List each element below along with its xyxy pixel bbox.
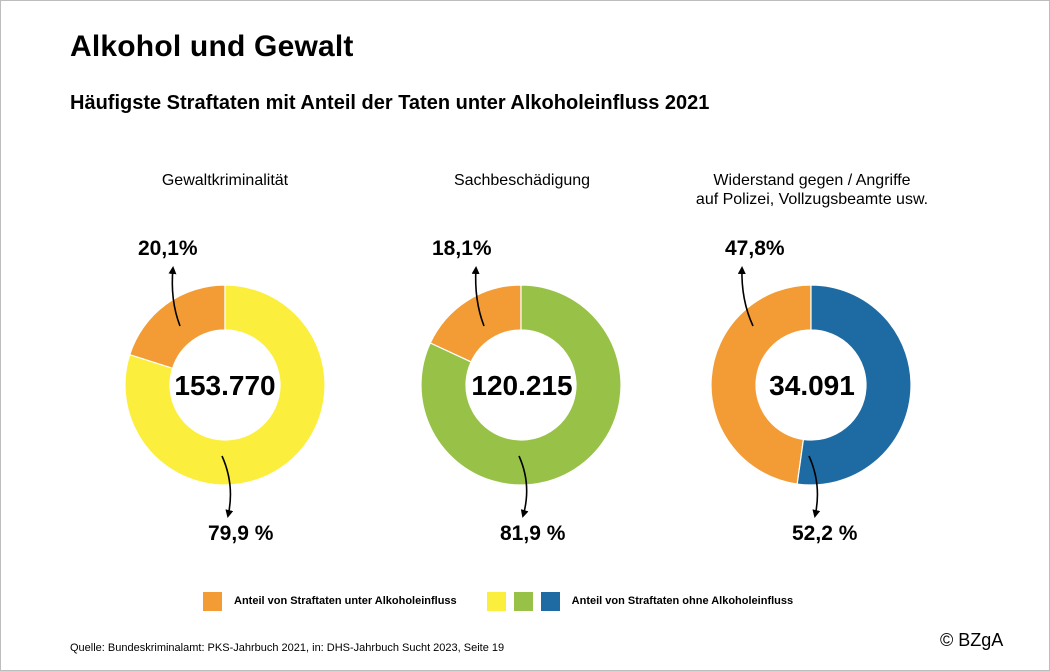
legend-swatch-blue (540, 591, 560, 611)
copyright: © BZgA (940, 630, 1004, 650)
chart-title-sachbeschaedigung: Sachbeschädigung (453, 172, 591, 189)
source-note: Quelle: Bundeskriminalamt: PKS-Jahrbuch … (70, 642, 505, 654)
arrow-no-alcohol-widerstand (808, 455, 821, 518)
legend: Anteil von Straftaten unter Alkoholeinfl… (203, 590, 823, 612)
page-title: Alkohol und Gewalt (70, 30, 354, 63)
legend-swatch-alcohol (203, 591, 222, 611)
chart-title-widerstand-line1: Widerstand gegen / Angriffe (713, 172, 911, 189)
chart-title-widerstand-line2: auf Polizei, Vollzugsbeamte usw. (695, 191, 929, 208)
label-alcohol-widerstand: 47,8% (725, 237, 785, 260)
legend-swatch-green (513, 591, 533, 611)
donut-widerstand (710, 266, 912, 518)
legend-label-no-alcohol: Anteil von Straftaten ohne Alkoholeinflu… (571, 595, 794, 607)
slice-no-alcohol-widerstand (796, 284, 912, 486)
arrow-alcohol-gewaltkriminalitaet (168, 266, 181, 327)
arrow-alcohol-widerstand (737, 266, 754, 327)
chart-title-widerstand: Widerstand gegen / Angriffe auf Polizei,… (662, 171, 962, 209)
label-alcohol-sachbeschaedigung: 18,1% (432, 237, 492, 260)
donut-sachbeschaedigung (420, 266, 622, 518)
donut-gewaltkriminalitaet (124, 266, 326, 518)
label-no-alcohol-gewaltkriminalitaet: 79,9 % (208, 522, 274, 545)
legend-label-alcohol: Anteil von Straftaten unter Alkoholeinfl… (234, 595, 457, 607)
slice-no-alcohol-gewaltkriminalitaet (124, 284, 326, 486)
total-widerstand: 34.091 (769, 370, 855, 401)
total-sachbeschaedigung: 120.215 (471, 370, 573, 401)
arrow-no-alcohol-gewaltkriminalitaet (221, 455, 234, 518)
label-no-alcohol-widerstand: 52,2 % (792, 522, 858, 545)
slice-alcohol-widerstand (710, 284, 812, 485)
legend-swatch-yellow (486, 591, 506, 611)
chart-title-gewaltkriminalitaet: Gewaltkriminalität (161, 172, 289, 189)
arrow-no-alcohol-sachbeschaedigung (518, 455, 529, 518)
label-no-alcohol-sachbeschaedigung: 81,9 % (500, 522, 566, 545)
slice-no-alcohol-sachbeschaedigung (420, 284, 622, 486)
total-gewaltkriminalitaet: 153.770 (174, 370, 276, 401)
slice-alcohol-gewaltkriminalitaet (128, 284, 226, 370)
label-alcohol-gewaltkriminalitaet: 20,1% (138, 237, 198, 260)
page-subtitle: Häufigste Straftaten mit Anteil der Tate… (70, 92, 710, 114)
arrow-alcohol-sachbeschaedigung (471, 266, 485, 327)
